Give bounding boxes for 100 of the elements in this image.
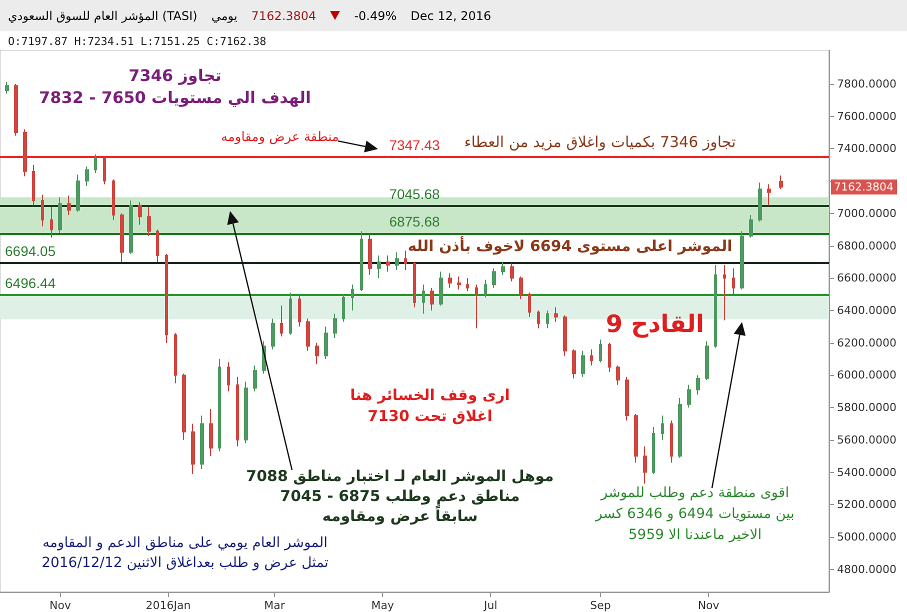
ref-line-label: 6496.44: [5, 274, 56, 291]
candlestick: [386, 254, 390, 272]
candlestick: [608, 342, 611, 372]
candlestick: [457, 276, 461, 290]
x-tick-label: May: [371, 599, 394, 612]
candlestick: [492, 268, 496, 288]
candlestick: [758, 182, 762, 222]
candlestick: [572, 348, 576, 379]
annotation: الهدف الي مستويات 7650 - 7832: [39, 88, 311, 107]
candlestick: [599, 339, 602, 363]
y-tick-label: 6400.0000: [837, 304, 896, 317]
candlestick: [333, 313, 337, 338]
y-tick-label: 5600.0000: [837, 433, 896, 446]
candlestick: [430, 287, 434, 311]
candlestick: [546, 310, 549, 329]
text: 7162.3804: [831, 180, 896, 195]
candlestick: [678, 397, 682, 458]
candlestick: [324, 326, 328, 360]
candlestick: [306, 318, 310, 352]
annotation: تمثل عرض و طلب بعداغلاق الاثنين 2016/12/12: [42, 555, 328, 571]
candlestick: [484, 279, 487, 298]
annotation: تجاوز 7346: [128, 66, 222, 85]
candlestick: [634, 414, 638, 464]
candlestick: [661, 415, 664, 440]
annotation: القادح 9: [606, 310, 704, 338]
candlestick: [209, 408, 213, 457]
annotation: الموشر اعلى مستوى 6694 لاخوف بأذن الله: [408, 237, 732, 255]
candlestick: [779, 174, 783, 190]
candlestick: [696, 374, 700, 396]
candlestick: [5, 82, 9, 94]
candlestick: [103, 156, 106, 185]
candlestick: [554, 306, 558, 322]
candlestick: [422, 284, 425, 314]
annotation: موهل الموشر العام لـ اختبار مناطق 7088: [246, 467, 554, 485]
candlestick: [315, 342, 319, 364]
candlestick: [120, 212, 124, 262]
candlestick: [41, 194, 44, 227]
candlestick: [218, 358, 221, 452]
candlestick: [519, 276, 523, 300]
x-tick-label: Nov: [49, 599, 72, 612]
candlestick: [368, 234, 372, 276]
candlestick: [112, 178, 115, 220]
candlestick: [563, 314, 567, 356]
chart-subtitle: O:7197.87 H:7234.51 L:7151.25 C:7162.38: [8, 35, 266, 48]
candlestick: [510, 263, 514, 282]
annotation: الموشر العام يومي على مناطق الدعم و المقاومه: [42, 535, 328, 551]
x-tick-label: Sep: [590, 599, 611, 612]
candlestick: [85, 166, 89, 186]
y-tick-label: 6200.0000: [837, 336, 896, 350]
candlestick: [625, 376, 629, 421]
annotation: ارى وقف الخسائر هنا: [350, 386, 510, 404]
candlestick: [182, 373, 186, 440]
candlestick: [147, 206, 151, 237]
candlestick: [174, 332, 177, 384]
ref-line-label: 6694.05: [5, 242, 56, 259]
candlestick: [537, 310, 540, 329]
x-tick-label: 2016Jan: [146, 599, 191, 612]
y-tick-label: 7800.0000: [837, 77, 896, 90]
candlestick: [652, 426, 655, 474]
x-tick-label: Mar: [264, 599, 286, 612]
annotation: اقوى منطقة دعم وطلب للموشر: [600, 485, 790, 501]
candlestick: [404, 250, 407, 271]
candlestick: [236, 376, 239, 447]
text: Dec 12, 2016: [410, 8, 492, 22]
candlestick: [749, 214, 753, 238]
y-tick-label: 4800.0000: [837, 562, 896, 576]
y-tick-label: 7600.0000: [837, 110, 896, 123]
candlestick: [581, 350, 585, 378]
chart-title: المؤشر العام للسوق السعودي (TASI): [8, 8, 198, 22]
candlestick: [23, 128, 27, 177]
y-tick-label: 5400.0000: [837, 466, 896, 479]
candlestick: [200, 415, 204, 470]
text: 7162.3804: [251, 8, 316, 22]
candlestick: [50, 206, 53, 238]
candlestick: [94, 154, 97, 174]
candlestick: [244, 381, 248, 444]
y-tick-label: 6000.0000: [837, 368, 896, 382]
candlestick: [767, 184, 771, 206]
annotation: الاخير ماعندنا الا 5959: [628, 527, 762, 543]
candlestick: [14, 83, 18, 136]
ref-line-label: 7045.68: [389, 186, 440, 202]
candlestick: [138, 202, 142, 226]
annotation: منطقة عرض ومقاومه: [221, 130, 339, 145]
candlestick: [740, 230, 744, 290]
candlestick: [705, 340, 709, 381]
candlestick: [360, 230, 363, 292]
candlestick: [67, 195, 71, 216]
annotation: مناطق دعم وطلب 6875 - 7045: [280, 487, 520, 505]
y-tick-label: 5000.0000: [837, 530, 896, 544]
candlestick: [289, 292, 292, 336]
annotation: بين مستويات 6494 و 6346 كسر: [596, 506, 794, 522]
candlestick: [723, 264, 726, 321]
candlestick: [129, 200, 133, 254]
candlestick: [475, 284, 478, 329]
candlestick: [156, 229, 159, 262]
candlestick: [448, 272, 452, 288]
candlestick: [280, 305, 283, 337]
annotation: اغلاق تحت 7130: [368, 407, 492, 425]
candlestick: [165, 253, 168, 344]
y-tick-label: 5800.0000: [837, 401, 896, 414]
